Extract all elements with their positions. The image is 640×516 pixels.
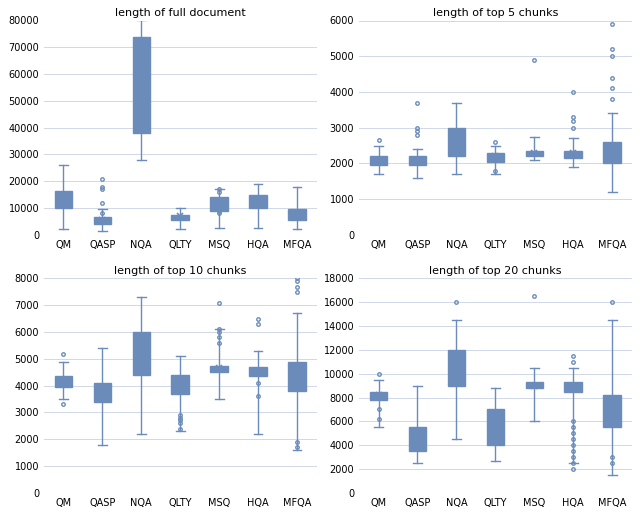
PathPatch shape bbox=[211, 197, 228, 211]
PathPatch shape bbox=[370, 392, 387, 400]
PathPatch shape bbox=[211, 365, 228, 372]
PathPatch shape bbox=[54, 190, 72, 208]
PathPatch shape bbox=[409, 156, 426, 165]
PathPatch shape bbox=[172, 215, 189, 220]
PathPatch shape bbox=[486, 410, 504, 445]
PathPatch shape bbox=[172, 375, 189, 394]
PathPatch shape bbox=[447, 350, 465, 385]
PathPatch shape bbox=[486, 153, 504, 162]
PathPatch shape bbox=[447, 127, 465, 156]
PathPatch shape bbox=[288, 362, 306, 391]
PathPatch shape bbox=[132, 37, 150, 133]
PathPatch shape bbox=[93, 217, 111, 224]
PathPatch shape bbox=[370, 156, 387, 165]
Title: length of full document: length of full document bbox=[115, 8, 246, 19]
PathPatch shape bbox=[564, 151, 582, 158]
Title: length of top 20 chunks: length of top 20 chunks bbox=[429, 266, 562, 277]
PathPatch shape bbox=[93, 383, 111, 402]
PathPatch shape bbox=[288, 209, 306, 220]
PathPatch shape bbox=[564, 382, 582, 392]
PathPatch shape bbox=[54, 376, 72, 387]
Title: length of top 5 chunks: length of top 5 chunks bbox=[433, 8, 558, 19]
PathPatch shape bbox=[604, 395, 621, 427]
PathPatch shape bbox=[250, 195, 267, 208]
PathPatch shape bbox=[132, 332, 150, 375]
PathPatch shape bbox=[409, 427, 426, 451]
PathPatch shape bbox=[250, 367, 267, 376]
PathPatch shape bbox=[525, 151, 543, 156]
PathPatch shape bbox=[525, 382, 543, 388]
PathPatch shape bbox=[604, 142, 621, 164]
Title: length of top 10 chunks: length of top 10 chunks bbox=[114, 266, 246, 277]
